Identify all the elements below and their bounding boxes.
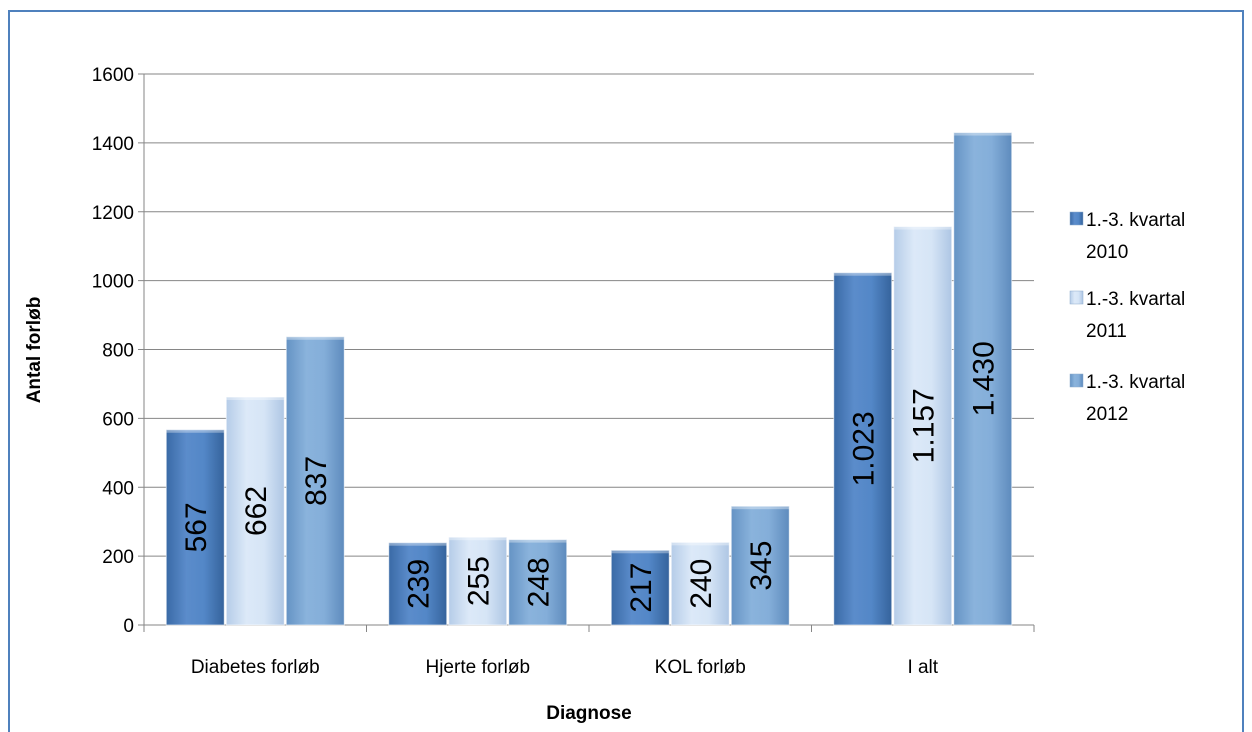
bars [165,132,1013,626]
data-label: 567 [180,502,213,552]
legend: 1.-3. kvartal 2010 1.-3. kvartal 2011 1.-3. … [1069,210,1185,425]
bar [893,226,953,626]
data-label: 255 [463,556,496,606]
legend-label: 2010 [1086,242,1128,263]
x-tick-label: Diabetes forløb [191,657,320,678]
bar-highlight [731,506,790,510]
bar [508,539,568,626]
y-tick-label: 400 [102,478,134,499]
x-tick-label: KOL forløb [655,657,746,678]
bar-highlight [953,132,1012,136]
legend-label: 2011 [1086,321,1127,342]
bar [285,336,345,626]
legend-label: 2012 [1086,404,1128,425]
bar-highlight [671,542,730,546]
y-axis-title: Antal forløb [24,297,45,404]
x-tick-label: I alt [907,657,938,678]
bar [225,396,285,626]
bar-highlight [388,542,447,546]
y-tick-label: 0 [123,616,134,637]
y-tick-label: 1000 [92,272,134,293]
data-label: 345 [745,541,778,591]
bar-highlight [893,226,952,230]
bar-highlight [508,539,567,543]
bar [953,132,1013,626]
data-label: 1.430 [968,341,1001,416]
bar-highlight [226,397,285,401]
x-tick-label: Hjerte forløb [425,657,530,678]
y-tick-label: 1400 [92,134,134,155]
bar [610,549,670,626]
legend-swatch [1069,373,1084,388]
bar-highlight [611,550,670,554]
data-label: 1.023 [848,411,881,486]
x-axis-title: Diagnose [546,703,632,724]
data-label: 1.157 [908,388,941,463]
bar-highlight [166,429,225,433]
legend-label: 1.-3. kvartal [1086,289,1185,310]
bar-highlight [833,272,892,276]
data-label: 837 [300,456,333,506]
bar [388,542,448,626]
data-label: 217 [625,563,658,613]
bar-highlight [448,537,507,541]
bar [730,505,790,626]
axes: 0 200 400 600 800 1000 1200 1400 1600 Diabetes fo… [92,65,1035,678]
bar-highlight [286,336,345,340]
data-label: 248 [523,557,556,607]
bar [165,429,225,626]
legend-swatch [1069,211,1084,226]
y-tick-label: 1200 [92,203,134,224]
data-label: 662 [240,486,273,536]
legend-label: 1.-3. kvartal [1086,372,1185,393]
bar [448,536,508,626]
y-tick-label: 1600 [92,65,134,86]
y-tick-label: 200 [102,547,134,568]
legend-label: 1.-3. kvartal [1086,210,1185,231]
bar [670,541,730,626]
data-label: 240 [685,559,718,609]
y-tick-label: 800 [102,341,134,362]
y-tick-label: 600 [102,409,134,430]
bar [833,272,893,626]
legend-swatch [1069,290,1084,305]
data-labels: 567 239 217 1.023 662 255 240 1.157 837 248 345 1.4… [180,341,1001,612]
data-label: 239 [403,559,436,609]
